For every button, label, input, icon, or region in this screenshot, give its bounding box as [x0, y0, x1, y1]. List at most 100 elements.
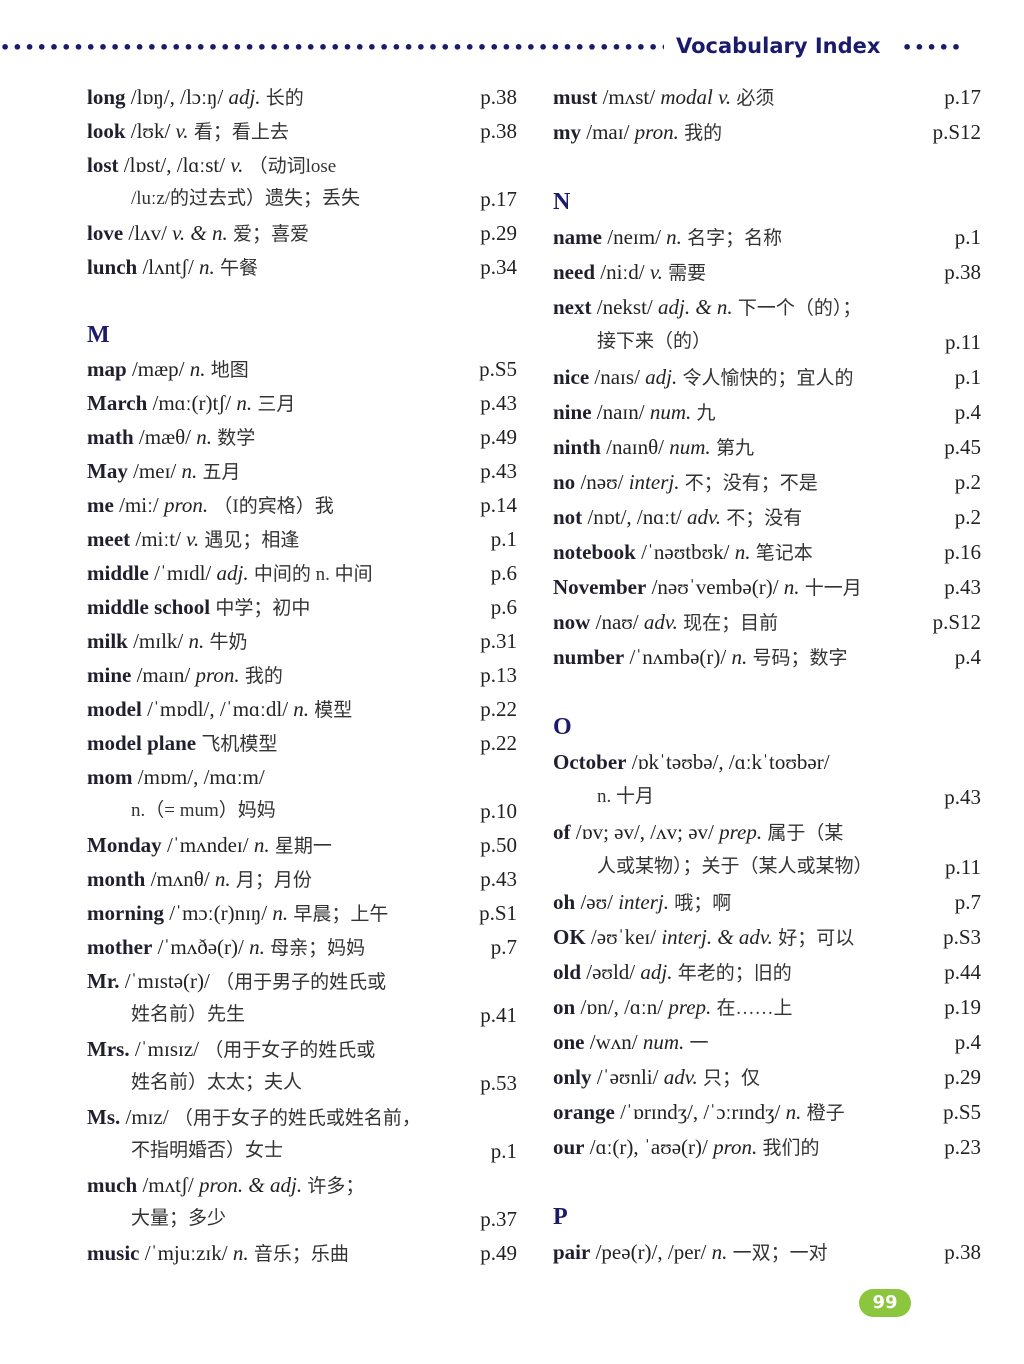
- entry-definition: 一: [689, 1033, 709, 1054]
- entry-page-ref: p.43: [480, 459, 517, 483]
- entry-definition: 现在；目前: [683, 613, 779, 634]
- entry-line: milk /mɪlk/ n. 牛奶: [87, 624, 248, 658]
- entry-line: next /nekst/ adj. & n. 下一个（的）；: [553, 290, 861, 324]
- entry-phonetic: /mʌtʃ/: [142, 1173, 194, 1197]
- entry-phonetic: /ˈnʌmbə(r)/: [629, 645, 727, 669]
- entry-part-of-speech: n.: [783, 575, 800, 599]
- entry-continuation: n. 十月: [597, 786, 655, 807]
- entry-word: need: [553, 260, 595, 284]
- entry-page-ref: p.22: [480, 731, 517, 755]
- entry-definition: 只；仅: [702, 1068, 760, 1089]
- entry-word: meet: [87, 527, 131, 551]
- entry-phonetic: /wʌn/: [589, 1030, 638, 1054]
- entry-line: map /mæp/ n. 地图: [87, 352, 249, 386]
- entry-line: Ms. /mɪz/ （用于女子的姓氏或姓名前，: [87, 1100, 421, 1134]
- entry-line: math /mæθ/ n. 数学: [87, 420, 255, 454]
- entry-part-of-speech: n.: [666, 225, 682, 249]
- entry-definition: （用于女子的姓氏或姓名前，: [173, 1108, 421, 1129]
- entry-page-ref: p.43: [944, 575, 981, 599]
- entry-definition: 十一月: [804, 578, 862, 599]
- entry-phonetic: /lʌntʃ/: [142, 255, 194, 279]
- entry-line: look /lʊk/ v. 看；看上去: [87, 114, 289, 148]
- entry-part-of-speech: adv.: [687, 505, 722, 529]
- entry-phonetic: /mɑː(r)tʃ/: [152, 391, 232, 415]
- entry-continuation: 姓名前）太太；夫人: [131, 1072, 303, 1093]
- entry-part-of-speech: n.: [236, 391, 253, 415]
- entry-line: Mrs. /ˈmɪsɪz/ （用于女子的姓氏或: [87, 1032, 375, 1066]
- entry-part-of-speech: adj.: [640, 960, 673, 984]
- entry-phonetic: /əʊ/: [580, 890, 613, 914]
- entry-line: much /mʌtʃ/ pron. & adj. 许多；: [87, 1168, 364, 1202]
- entry-line: lost /lɒst/, /lɑːst/ v. （动词lose: [87, 148, 336, 182]
- entry-phonetic: /miːt/: [135, 527, 181, 551]
- entry-word: old: [553, 960, 582, 984]
- entry-word: not: [553, 505, 583, 529]
- entry-page-ref: p.1: [490, 1139, 517, 1163]
- entry-page-ref: p.38: [480, 85, 517, 109]
- entry-word: music: [87, 1241, 140, 1265]
- entry-part-of-speech: pron.: [164, 493, 209, 517]
- entry-phonetic: /nəʊ/: [580, 470, 624, 494]
- entry-phonetic: /əʊld/: [586, 960, 636, 984]
- entry-word: lost: [87, 153, 119, 177]
- entry-phonetic: /mʌnθ/: [150, 867, 210, 891]
- entry-page-ref: p.11: [945, 855, 981, 879]
- entry-page-ref: p.4: [954, 400, 981, 424]
- entry-definition: 月；月份: [235, 870, 312, 891]
- entry-phonetic: /naɪs/: [594, 365, 640, 389]
- entry-word: me: [87, 493, 114, 517]
- entry-word: ninth: [553, 435, 601, 459]
- entry-definition: 遇见；相逢: [204, 530, 300, 551]
- entry-word: our: [553, 1135, 585, 1159]
- entry-phonetic: /mʌst/: [602, 85, 656, 109]
- entry-page-ref: p.4: [954, 645, 981, 669]
- entry-word: Monday: [87, 833, 162, 857]
- entry-line: one /wʌn/ num. 一: [553, 1025, 709, 1059]
- entry-part-of-speech: n.: [214, 867, 231, 891]
- entry-word: nice: [553, 365, 590, 389]
- entry-definition: 中间的 n. 中间: [253, 564, 373, 585]
- entry-word: orange: [553, 1100, 615, 1124]
- entry-definition: 爱；喜爱: [233, 224, 310, 245]
- entry-line: long /lɒŋ/, /lɔːŋ/ adj. 长的: [87, 80, 304, 114]
- entry-definition: 牛奶: [209, 632, 248, 653]
- entry-part-of-speech: num.: [669, 435, 711, 459]
- entry-word: mom: [87, 765, 133, 789]
- entry-part-of-speech: pron.: [713, 1135, 758, 1159]
- entry-definition: 我们的: [762, 1138, 820, 1159]
- entry-phonetic: /ɒn/, /ɑːn/: [580, 995, 664, 1019]
- entry-word: pair: [553, 1240, 591, 1264]
- entry-phonetic: /mæθ/: [138, 425, 191, 449]
- entry-definition: 橙子: [806, 1103, 845, 1124]
- entry-definition: 三月: [257, 394, 296, 415]
- entry-continuation: 大量；多少: [131, 1208, 227, 1229]
- entry-word: mother: [87, 935, 153, 959]
- entry-phonetic: /naɪnθ/: [606, 435, 665, 459]
- entry-part-of-speech: v.: [186, 527, 200, 551]
- entry-line: model plane 飞机模型: [87, 726, 277, 760]
- entry-phonetic: /ˈəʊnli/: [596, 1065, 659, 1089]
- entry-line: May /meɪ/ n. 五月: [87, 454, 241, 488]
- entry-word: notebook: [553, 540, 636, 564]
- entry-part-of-speech: v.: [230, 153, 244, 177]
- entry-word: math: [87, 425, 134, 449]
- section-letter: M: [87, 322, 110, 348]
- entry-line: oh /əʊ/ interj. 哦；啊: [553, 885, 731, 919]
- entry-phonetic: /əʊˈkeɪ/: [590, 925, 657, 949]
- entry-page-ref: p.29: [480, 221, 517, 245]
- section-letter: N: [553, 189, 571, 215]
- entry-part-of-speech: n.: [232, 1241, 249, 1265]
- entry-definition: （动词lose: [248, 156, 337, 177]
- entry-definition: 哦；啊: [674, 893, 732, 914]
- entry-part-of-speech: adv.: [643, 610, 678, 634]
- entry-word: now: [553, 610, 591, 634]
- entry-continuation: 接下来（的）: [597, 331, 712, 352]
- entry-page-ref: p.43: [944, 785, 981, 809]
- entry-line: nice /naɪs/ adj. 令人愉快的；宜人的: [553, 360, 854, 394]
- entry-line: nine /naɪn/ num. 九: [553, 395, 716, 429]
- entry-phonetic: /lɒŋ/, /lɔːŋ/: [130, 85, 224, 109]
- entry-page-ref: p.7: [954, 890, 981, 914]
- entry-word: one: [553, 1030, 585, 1054]
- entry-phonetic: /ˈmɔː(r)nɪŋ/: [169, 901, 268, 925]
- entry-word: middle school: [87, 595, 211, 619]
